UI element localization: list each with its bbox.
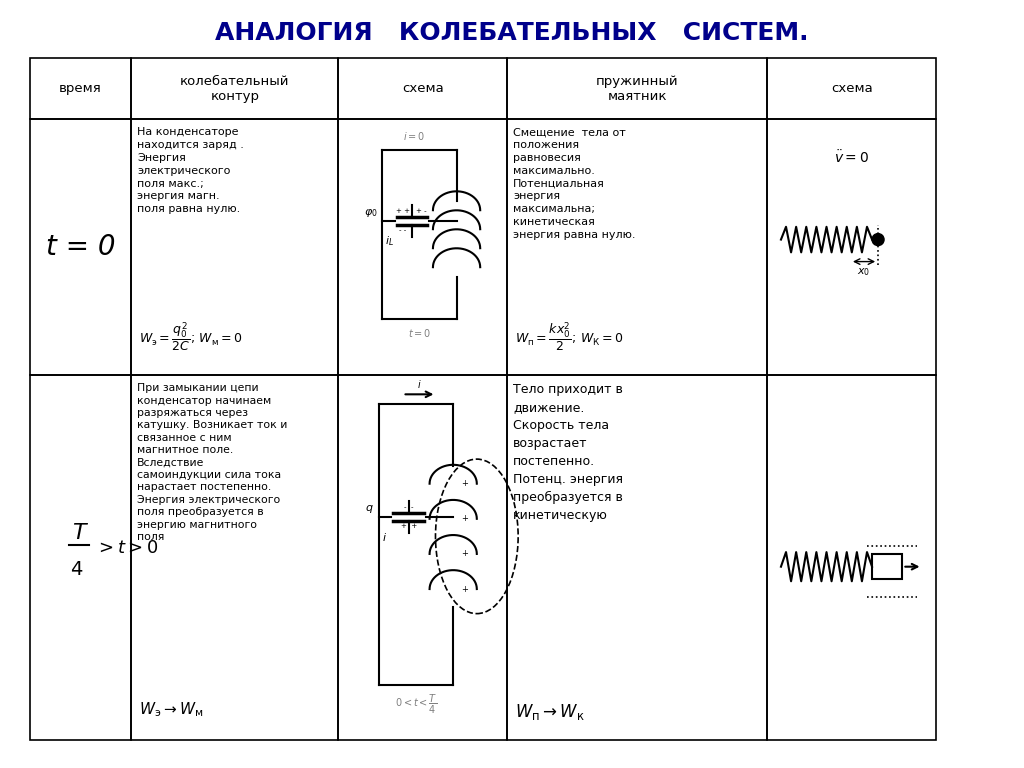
Text: $x_0$: $x_0$ <box>857 266 870 278</box>
Bar <box>507 375 767 740</box>
Text: Тело приходит в
движение.
Скорость тела
возрастает
постепенно.
Потенц. энергия
п: Тело приходит в движение. Скорость тела … <box>513 383 624 522</box>
Bar <box>339 58 507 119</box>
Text: АНАЛОГИЯ   КОЛЕБАТЕЛЬНЫХ   СИСТЕМ.: АНАЛОГИЯ КОЛЕБАТЕЛЬНЫХ СИСТЕМ. <box>215 21 809 45</box>
Text: $\varphi_0$: $\varphi_0$ <box>364 207 377 219</box>
Text: На конденсаторе
находится заряд .
Энергия
электрического
поля макс.;
энергия маг: На конденсаторе находится заряд . Энерги… <box>137 127 244 214</box>
Text: Смещение  тела от
положения
равновесия
максимально.
Потенциальная
энергия
максим: Смещение тела от положения равновесия ма… <box>513 127 636 240</box>
Text: $i$: $i$ <box>382 531 387 543</box>
Text: $W_\mathsf{п} \rightarrow W_\mathsf{к}$: $W_\mathsf{п} \rightarrow W_\mathsf{к}$ <box>515 702 585 722</box>
Text: $4$: $4$ <box>70 560 83 578</box>
Text: $> t > 0$: $> t > 0$ <box>94 538 158 557</box>
Bar <box>339 119 507 375</box>
Bar <box>30 375 131 740</box>
Text: + +: + + <box>396 208 410 214</box>
Text: схема: схема <box>402 82 443 95</box>
Bar <box>507 58 767 119</box>
Text: пружинный
маятник: пружинный маятник <box>596 74 679 103</box>
Text: $\ddot{v} = 0$: $\ddot{v} = 0$ <box>835 150 869 166</box>
Bar <box>131 119 339 375</box>
Bar <box>872 554 902 580</box>
Text: -  -: - - <box>403 504 414 510</box>
Text: $q$: $q$ <box>366 503 374 515</box>
Text: $W_\mathsf{э} = \dfrac{q_0^2}{2C};\,W_\mathsf{м} = 0$: $W_\mathsf{э} = \dfrac{q_0^2}{2C};\,W_\m… <box>139 320 243 353</box>
Bar <box>767 58 936 119</box>
Text: $t = 0$: $t = 0$ <box>408 327 431 339</box>
Bar <box>767 375 936 740</box>
Bar <box>30 119 131 375</box>
Text: $0 < t < \dfrac{T}{4}$: $0 < t < \dfrac{T}{4}$ <box>395 694 437 717</box>
Bar <box>30 58 131 119</box>
Text: +  +: + + <box>400 523 417 528</box>
Bar <box>507 119 767 375</box>
Bar <box>131 58 339 119</box>
Text: время: время <box>59 82 102 95</box>
Text: - -: - - <box>399 227 407 233</box>
Text: $i_L$: $i_L$ <box>385 234 394 248</box>
Bar <box>131 375 339 740</box>
Text: При замыкании цепи
конденсатор начинаем
разряжаться через
катушку. Возникает ток: При замыкании цепи конденсатор начинаем … <box>137 383 288 542</box>
Bar <box>767 119 936 375</box>
Text: колебательный
контур: колебательный контур <box>180 74 290 103</box>
Text: +: + <box>462 479 468 488</box>
Text: +: + <box>462 515 468 523</box>
Text: $W_\mathsf{э} \rightarrow W_\mathsf{м}$: $W_\mathsf{э} \rightarrow W_\mathsf{м}$ <box>139 700 204 720</box>
Text: $W_\mathsf{п} = \dfrac{kx_0^2}{2};\,W_\mathsf{К} = 0$: $W_\mathsf{п} = \dfrac{kx_0^2}{2};\,W_\m… <box>515 320 624 353</box>
Text: схема: схема <box>830 82 872 95</box>
Text: +: + <box>462 549 468 558</box>
Circle shape <box>872 233 884 246</box>
Bar <box>339 375 507 740</box>
Text: $T$: $T$ <box>72 522 89 542</box>
Text: t = 0: t = 0 <box>46 233 116 261</box>
Text: i: i <box>418 380 421 390</box>
Text: +: + <box>462 584 468 594</box>
Text: $i = 0$: $i = 0$ <box>403 130 426 142</box>
Text: + -: + - <box>416 208 426 214</box>
